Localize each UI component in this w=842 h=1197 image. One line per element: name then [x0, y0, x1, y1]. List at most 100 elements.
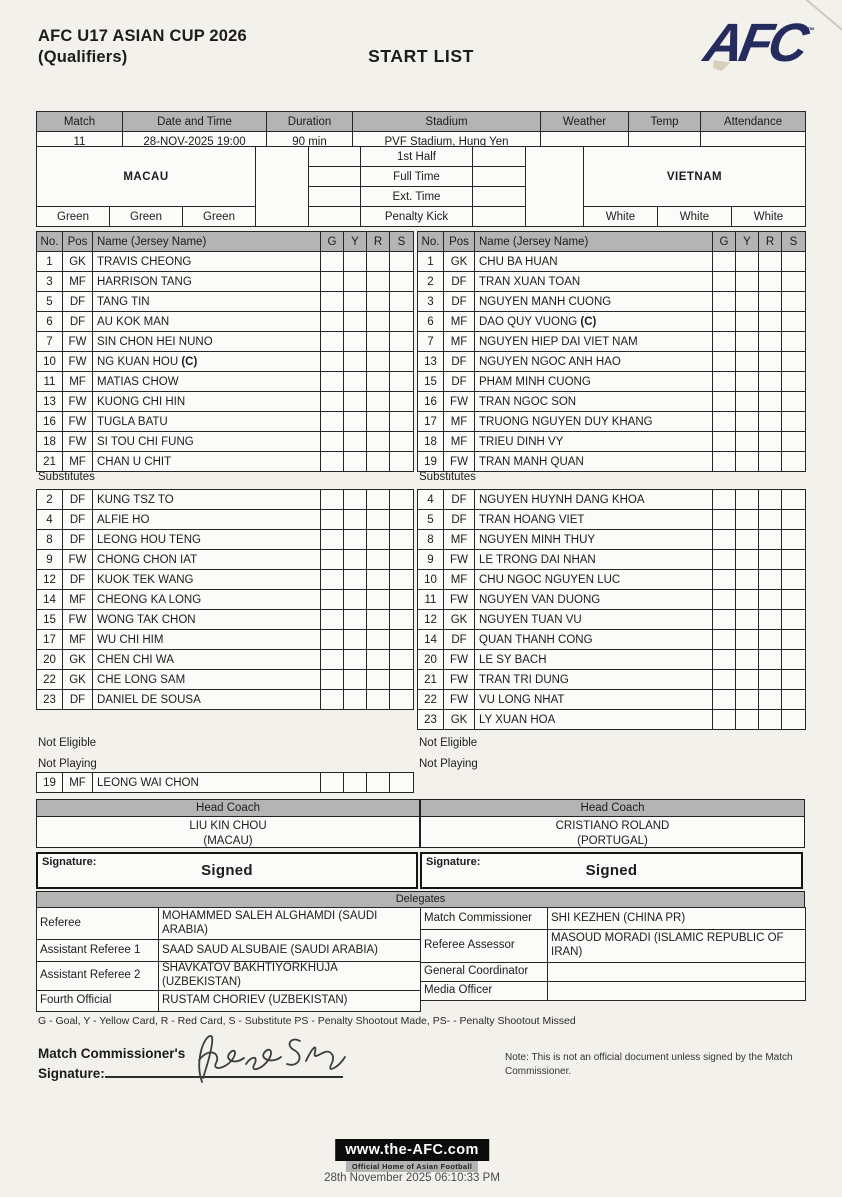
stat-box-goal	[712, 609, 736, 630]
stat-box-sub	[781, 311, 806, 332]
player-position: FW	[443, 689, 475, 710]
away-coach-country: (PORTUGAL)	[577, 834, 648, 847]
player-position: MF	[62, 629, 93, 650]
player-number: 18	[417, 431, 444, 452]
stat-box-goal	[712, 509, 736, 530]
player-position: FW	[443, 549, 475, 570]
delegate-name: MASOUD MORADI (ISLAMIC REPUBLIC OF IRAN)	[547, 929, 806, 963]
home-coach-box: Head Coach LIU KIN CHOU (MACAU)	[36, 799, 420, 848]
player-number: 4	[36, 509, 63, 530]
stat-box-sub	[389, 629, 414, 650]
stat-box-sub	[389, 431, 414, 452]
stat-box-sub	[781, 251, 806, 272]
stat-box-goal	[320, 589, 344, 610]
stat-box-red	[366, 271, 390, 292]
stat-box-sub	[389, 331, 414, 352]
stat-box-yellow	[735, 609, 759, 630]
stat-box-sub	[389, 391, 414, 412]
stat-box-yellow	[343, 331, 367, 352]
stat-box-red	[366, 311, 390, 332]
player-number: 3	[36, 271, 63, 292]
stat-box-yellow	[735, 649, 759, 670]
penalty-kick-score-box	[472, 206, 526, 227]
player-row: 12 DF KUOK TEK WANG	[36, 569, 414, 590]
away-not-playing-label: Not Playing	[419, 758, 478, 770]
player-name: NGUYEN MANH CUONG	[474, 291, 713, 312]
scoreboard-table: MACAU 1st Half VIETNAM Full Time Ext. Ti…	[36, 146, 806, 227]
player-row: 18 MF TRIEU DINH VY	[417, 431, 806, 452]
away-starting-table: No. Pos Name (Jersey Name) G Y R S 1 GK CHU BA HU…	[417, 231, 806, 472]
stat-box-goal	[320, 291, 344, 312]
player-position: DF	[443, 291, 475, 312]
player-name: DANIEL DE SOUSA	[92, 689, 321, 710]
ext-time-score-box	[472, 186, 526, 207]
score-row: Full Time	[37, 166, 806, 187]
player-row: 6 MF DAO QUY VUONG (C)	[417, 311, 806, 332]
stat-box-red	[758, 411, 782, 432]
away-not-eligible-label: Not Eligible	[419, 737, 478, 749]
player-position: DF	[62, 489, 93, 510]
player-name: HARRISON TANG	[92, 271, 321, 292]
stat-box-goal	[320, 772, 344, 793]
stat-box-yellow	[735, 629, 759, 650]
player-number: 12	[36, 569, 63, 590]
stat-box-goal	[712, 689, 736, 710]
stat-box-yellow	[735, 709, 759, 730]
stat-box-yellow	[343, 251, 367, 272]
stat-box-sub	[389, 669, 414, 690]
stat-box-red	[758, 569, 782, 590]
player-name: LEONG WAI CHON	[92, 772, 321, 793]
stat-box-yellow	[343, 689, 367, 710]
delegate-name: SHI KEZHEN (CHINA PR)	[547, 907, 806, 930]
stat-box-red	[366, 451, 390, 472]
player-name: KUOK TEK WANG	[92, 569, 321, 590]
stat-box-yellow	[343, 669, 367, 690]
player-row: 7 FW SIN CHON HEI NUNO	[36, 331, 414, 352]
player-number: 14	[417, 629, 444, 650]
abbreviation-legend: G - Goal, Y - Yellow Card, R - Red Card,…	[38, 1015, 576, 1027]
stat-box-yellow	[343, 311, 367, 332]
player-row: 19 FW TRAN MANH QUAN	[417, 451, 806, 472]
player-name: CHONG CHON IAT	[92, 549, 321, 570]
stat-box-yellow	[343, 489, 367, 510]
score-row: Ext. Time	[37, 186, 806, 207]
stat-box-sub	[389, 509, 414, 530]
stat-box-yellow	[343, 271, 367, 292]
stat-box-goal	[712, 411, 736, 432]
stat-box-yellow	[343, 649, 367, 670]
stat-box-yellow	[735, 489, 759, 510]
commissioner-note: Note: This is not an official document u…	[505, 1052, 793, 1077]
home-head-coach-header: Head Coach	[37, 800, 419, 817]
player-row: 10 MF CHU NGOC NGUYEN LUC	[417, 569, 806, 590]
stat-box-red	[758, 709, 782, 730]
competition-title-line2: (Qualifiers)	[38, 47, 128, 66]
home-kit-color-2: Green	[109, 206, 183, 227]
player-position: FW	[443, 391, 475, 412]
player-name: DAO QUY VUONG (C)	[474, 311, 713, 332]
player-name: NG KUAN HOU (C)	[92, 351, 321, 372]
player-name: LE SY BACH	[474, 649, 713, 670]
player-row: 16 FW TUGLA BATU	[36, 411, 414, 432]
stat-box-red	[758, 391, 782, 412]
first-half-score-box	[472, 146, 526, 167]
stat-box-sub	[389, 311, 414, 332]
player-number: 8	[36, 529, 63, 550]
stat-box-goal	[712, 331, 736, 352]
player-row: 17 MF WU CHI HIM	[36, 629, 414, 650]
delegate-name: RUSTAM CHORIEV (UZBEKISTAN)	[158, 990, 421, 1012]
stat-box-yellow	[343, 629, 367, 650]
away-substitutes-label: Substitutes	[419, 471, 476, 483]
captain-mark: (C)	[577, 315, 597, 328]
player-name: WU CHI HIM	[92, 629, 321, 650]
stat-box-goal	[712, 391, 736, 412]
roster-column-header: S	[781, 231, 806, 252]
competition-title: AFC U17 ASIAN CUP 2026 (Qualifiers)	[38, 26, 247, 67]
score-label-first-half: 1st Half	[360, 146, 473, 167]
stat-box-sub	[781, 569, 806, 590]
player-row: 1 GK CHU BA HUAN	[417, 251, 806, 272]
stat-box-goal	[320, 371, 344, 392]
stat-box-yellow	[343, 569, 367, 590]
stat-box-goal	[712, 371, 736, 392]
player-row: 13 DF NGUYEN NGOC ANH HAO	[417, 351, 806, 372]
player-name: CHAN U CHIT	[92, 451, 321, 472]
